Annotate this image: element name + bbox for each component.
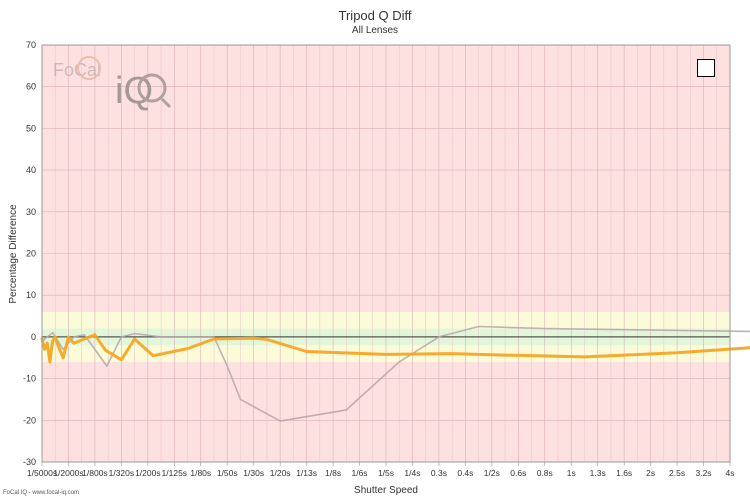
x-tick-label: 1/20s — [270, 468, 291, 478]
focal-iq-watermark: FoCal iQ — [53, 56, 172, 112]
y-tick-label: 60 — [26, 82, 36, 92]
legend-toggle-box[interactable] — [697, 59, 715, 77]
x-tick-label: 1/320s — [109, 468, 135, 478]
y-tick-label: -30 — [23, 457, 36, 467]
magnifier-icon — [137, 73, 167, 103]
x-axis-label: Shutter Speed — [354, 485, 418, 496]
x-tick-label: 1/2s — [484, 468, 500, 478]
y-axis: 70 60 50 40 30 20 10 0 -10 -20 -30 — [23, 40, 36, 467]
watermark-ring — [77, 56, 101, 80]
x-tick-label: 1/5s — [378, 468, 394, 478]
plot-border — [41, 44, 731, 463]
footer-credit: FoCal IQ - www.focal-iq.com — [3, 490, 80, 496]
y-tick-label: -10 — [23, 374, 36, 384]
x-tick-label: 1/800s — [82, 468, 108, 478]
x-tick-label: 2s — [646, 468, 655, 478]
x-tick-label: 1s — [567, 468, 576, 478]
x-tick-label: 0.6s — [510, 468, 526, 478]
x-tick-label: 1/200s — [135, 468, 161, 478]
x-tick-label: 1/4s — [404, 468, 420, 478]
chart-title: Tripod Q Diff — [338, 8, 412, 23]
y-tick-label: 40 — [26, 165, 36, 175]
chart-subtitle: All Lenses — [351, 25, 399, 36]
series-line-1 — [41, 325, 750, 422]
y-tick-label: 70 — [26, 40, 36, 50]
series-line-2 — [40, 333, 750, 364]
x-tick-label: 1/125s — [162, 468, 188, 478]
x-tick-label: 1/50s — [217, 468, 238, 478]
x-tick-label: 0.8s — [537, 468, 553, 478]
x-tick-label: 1/80s — [190, 468, 211, 478]
x-tick-label: 0.4s — [457, 468, 473, 478]
x-tick-label: 1.3s — [590, 468, 606, 478]
x-tick-label: 1/30s — [243, 468, 264, 478]
x-tick-label: 1.6s — [616, 468, 632, 478]
x-tick-label: 1/13s — [296, 468, 317, 478]
series-lines — [40, 325, 750, 422]
watermark-focal-text: FoCal — [53, 60, 101, 80]
magnifier-handle — [160, 97, 172, 109]
y-tick-label: 50 — [26, 123, 36, 133]
x-tick-label: 2.5s — [669, 468, 685, 478]
y-tick-label: 0 — [31, 332, 36, 342]
x-tick-label: 1/2000s — [53, 468, 83, 478]
y-tick-label: -20 — [23, 415, 36, 425]
x-tick-label: 0.3s — [431, 468, 447, 478]
x-tick-label: 4s — [726, 468, 735, 478]
x-tick-label: 3.2s — [695, 468, 711, 478]
y-tick-label: 30 — [26, 207, 36, 217]
x-tick-label: 1/5000s — [27, 468, 57, 478]
x-tick-label: 1/8s — [325, 468, 341, 478]
y-tick-label: 10 — [26, 290, 36, 300]
y-axis-label: Percentage Difference — [8, 204, 19, 304]
x-tick-label: 1/6s — [351, 468, 367, 478]
y-tick-label: 20 — [26, 249, 36, 259]
